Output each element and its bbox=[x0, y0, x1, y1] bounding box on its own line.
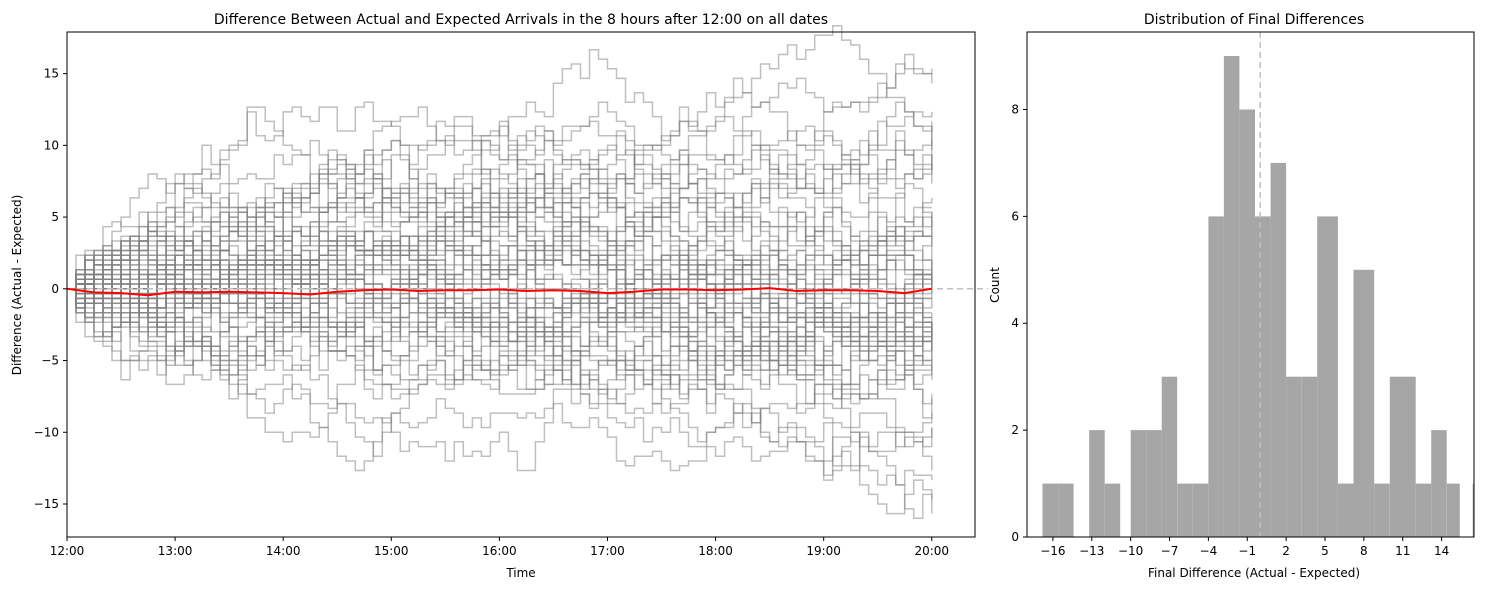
trace-line bbox=[67, 268, 933, 520]
final-difference-histogram: −16 −13 −10 −7 −4 −1 2 5 8 11 14 0 2 4 6 8 Distributio… bbox=[988, 12, 1475, 580]
x-tick-label: 20:00 bbox=[914, 544, 949, 558]
y-tick-label: 5 bbox=[51, 210, 59, 224]
trace-line bbox=[67, 268, 933, 443]
x-tick-label: 11 bbox=[1395, 544, 1410, 558]
histogram-bar bbox=[1192, 483, 1209, 537]
x-tick-label: −1 bbox=[1238, 544, 1256, 558]
x-tick-label: 12:00 bbox=[50, 544, 85, 558]
x-tick-label: 5 bbox=[1321, 544, 1329, 558]
mean-difference-line bbox=[66, 287, 932, 297]
x-tick-label: 15:00 bbox=[374, 544, 409, 558]
trace-line bbox=[67, 168, 932, 347]
x-tick-label: 2 bbox=[1282, 544, 1290, 558]
histogram-bar bbox=[1431, 430, 1447, 537]
plot-frame bbox=[66, 31, 976, 538]
trace-line bbox=[67, 273, 933, 515]
histogram-bar bbox=[1374, 483, 1390, 537]
histogram-bar bbox=[1317, 216, 1338, 537]
y-tick-label: 10 bbox=[44, 138, 59, 152]
histogram-bar bbox=[1270, 162, 1287, 537]
histogram-bar bbox=[1177, 483, 1193, 537]
x-tick-label: 18:00 bbox=[698, 544, 733, 558]
y-tick-label: 6 bbox=[1011, 209, 1019, 223]
histogram-bar bbox=[1255, 216, 1271, 537]
y-tick-label: −5 bbox=[41, 354, 59, 368]
histogram-bar bbox=[1301, 376, 1318, 537]
histogram-bar bbox=[1389, 376, 1416, 537]
x-axis-label: Time bbox=[505, 566, 535, 580]
trace-lines bbox=[67, 25, 933, 520]
chart-title: Difference Between Actual and Expected A… bbox=[214, 12, 828, 28]
histogram-bar bbox=[1223, 56, 1240, 537]
histogram-bar bbox=[1130, 430, 1147, 537]
histogram-bar bbox=[1146, 430, 1162, 537]
x-tick-label: −7 bbox=[1161, 544, 1179, 558]
x-tick-label: 14:00 bbox=[266, 544, 301, 558]
x-tick-label: −16 bbox=[1040, 544, 1065, 558]
y-axis-ticks: −15 −10 −5 0 5 10 15 bbox=[34, 67, 67, 511]
x-tick-label: 19:00 bbox=[806, 544, 841, 558]
histogram-bars bbox=[1042, 56, 1474, 537]
histogram-bar bbox=[1058, 483, 1074, 537]
x-tick-label: 8 bbox=[1360, 544, 1368, 558]
x-tick-label: 16:00 bbox=[482, 544, 517, 558]
x-tick-label: 17:00 bbox=[590, 544, 625, 558]
trace-line bbox=[67, 173, 933, 300]
x-tick-label: 13:00 bbox=[158, 544, 193, 558]
x-axis-label: Final Difference (Actual - Expected) bbox=[1148, 566, 1360, 580]
histogram-title: Distribution of Final Differences bbox=[1144, 12, 1364, 28]
histogram-bar bbox=[1472, 483, 1474, 537]
y-axis-ticks: 0 2 4 6 8 bbox=[1011, 102, 1027, 544]
x-axis-ticks: 12:00 13:00 14:00 15:00 16:00 17:00 18:00 19:00… bbox=[50, 537, 949, 558]
histogram-bar bbox=[1338, 483, 1354, 537]
x-tick-label: −10 bbox=[1118, 544, 1143, 558]
y-tick-label: −10 bbox=[34, 425, 59, 439]
x-tick-label: −13 bbox=[1079, 544, 1104, 558]
x-tick-label: 14 bbox=[1434, 544, 1449, 558]
histogram-bar bbox=[1239, 109, 1255, 537]
histogram-bar bbox=[1161, 376, 1178, 537]
x-tick-label: −4 bbox=[1200, 544, 1218, 558]
y-axis-label: Count bbox=[988, 267, 1002, 303]
trace-line bbox=[67, 48, 933, 290]
histogram-bar bbox=[1446, 483, 1460, 537]
histogram-bar bbox=[1089, 430, 1105, 537]
y-tick-label: 15 bbox=[44, 67, 59, 81]
x-axis-ticks: −16 −13 −10 −7 −4 −1 2 5 8 11 14 bbox=[1040, 537, 1449, 558]
y-tick-label: −15 bbox=[34, 497, 59, 511]
histogram-bar bbox=[1208, 216, 1224, 537]
arrivals-difference-chart: 12:00 13:00 14:00 15:00 16:00 17:00 18:00 19:00… bbox=[10, 12, 988, 580]
histogram-bar bbox=[1353, 269, 1375, 537]
y-tick-label: 8 bbox=[1011, 102, 1019, 116]
y-tick-label: 4 bbox=[1011, 316, 1019, 330]
plot-frame bbox=[1026, 31, 1475, 538]
y-tick-label: 0 bbox=[1011, 530, 1019, 544]
histogram-bar bbox=[1415, 483, 1432, 537]
histogram-bar bbox=[1104, 483, 1121, 537]
histogram-bar bbox=[1042, 483, 1058, 537]
y-tick-label: 2 bbox=[1011, 423, 1019, 437]
y-axis-label: Difference (Actual - Expected) bbox=[10, 195, 24, 376]
y-tick-label: 0 bbox=[51, 282, 59, 296]
trace-line bbox=[67, 125, 933, 309]
histogram-bar bbox=[1286, 376, 1302, 537]
